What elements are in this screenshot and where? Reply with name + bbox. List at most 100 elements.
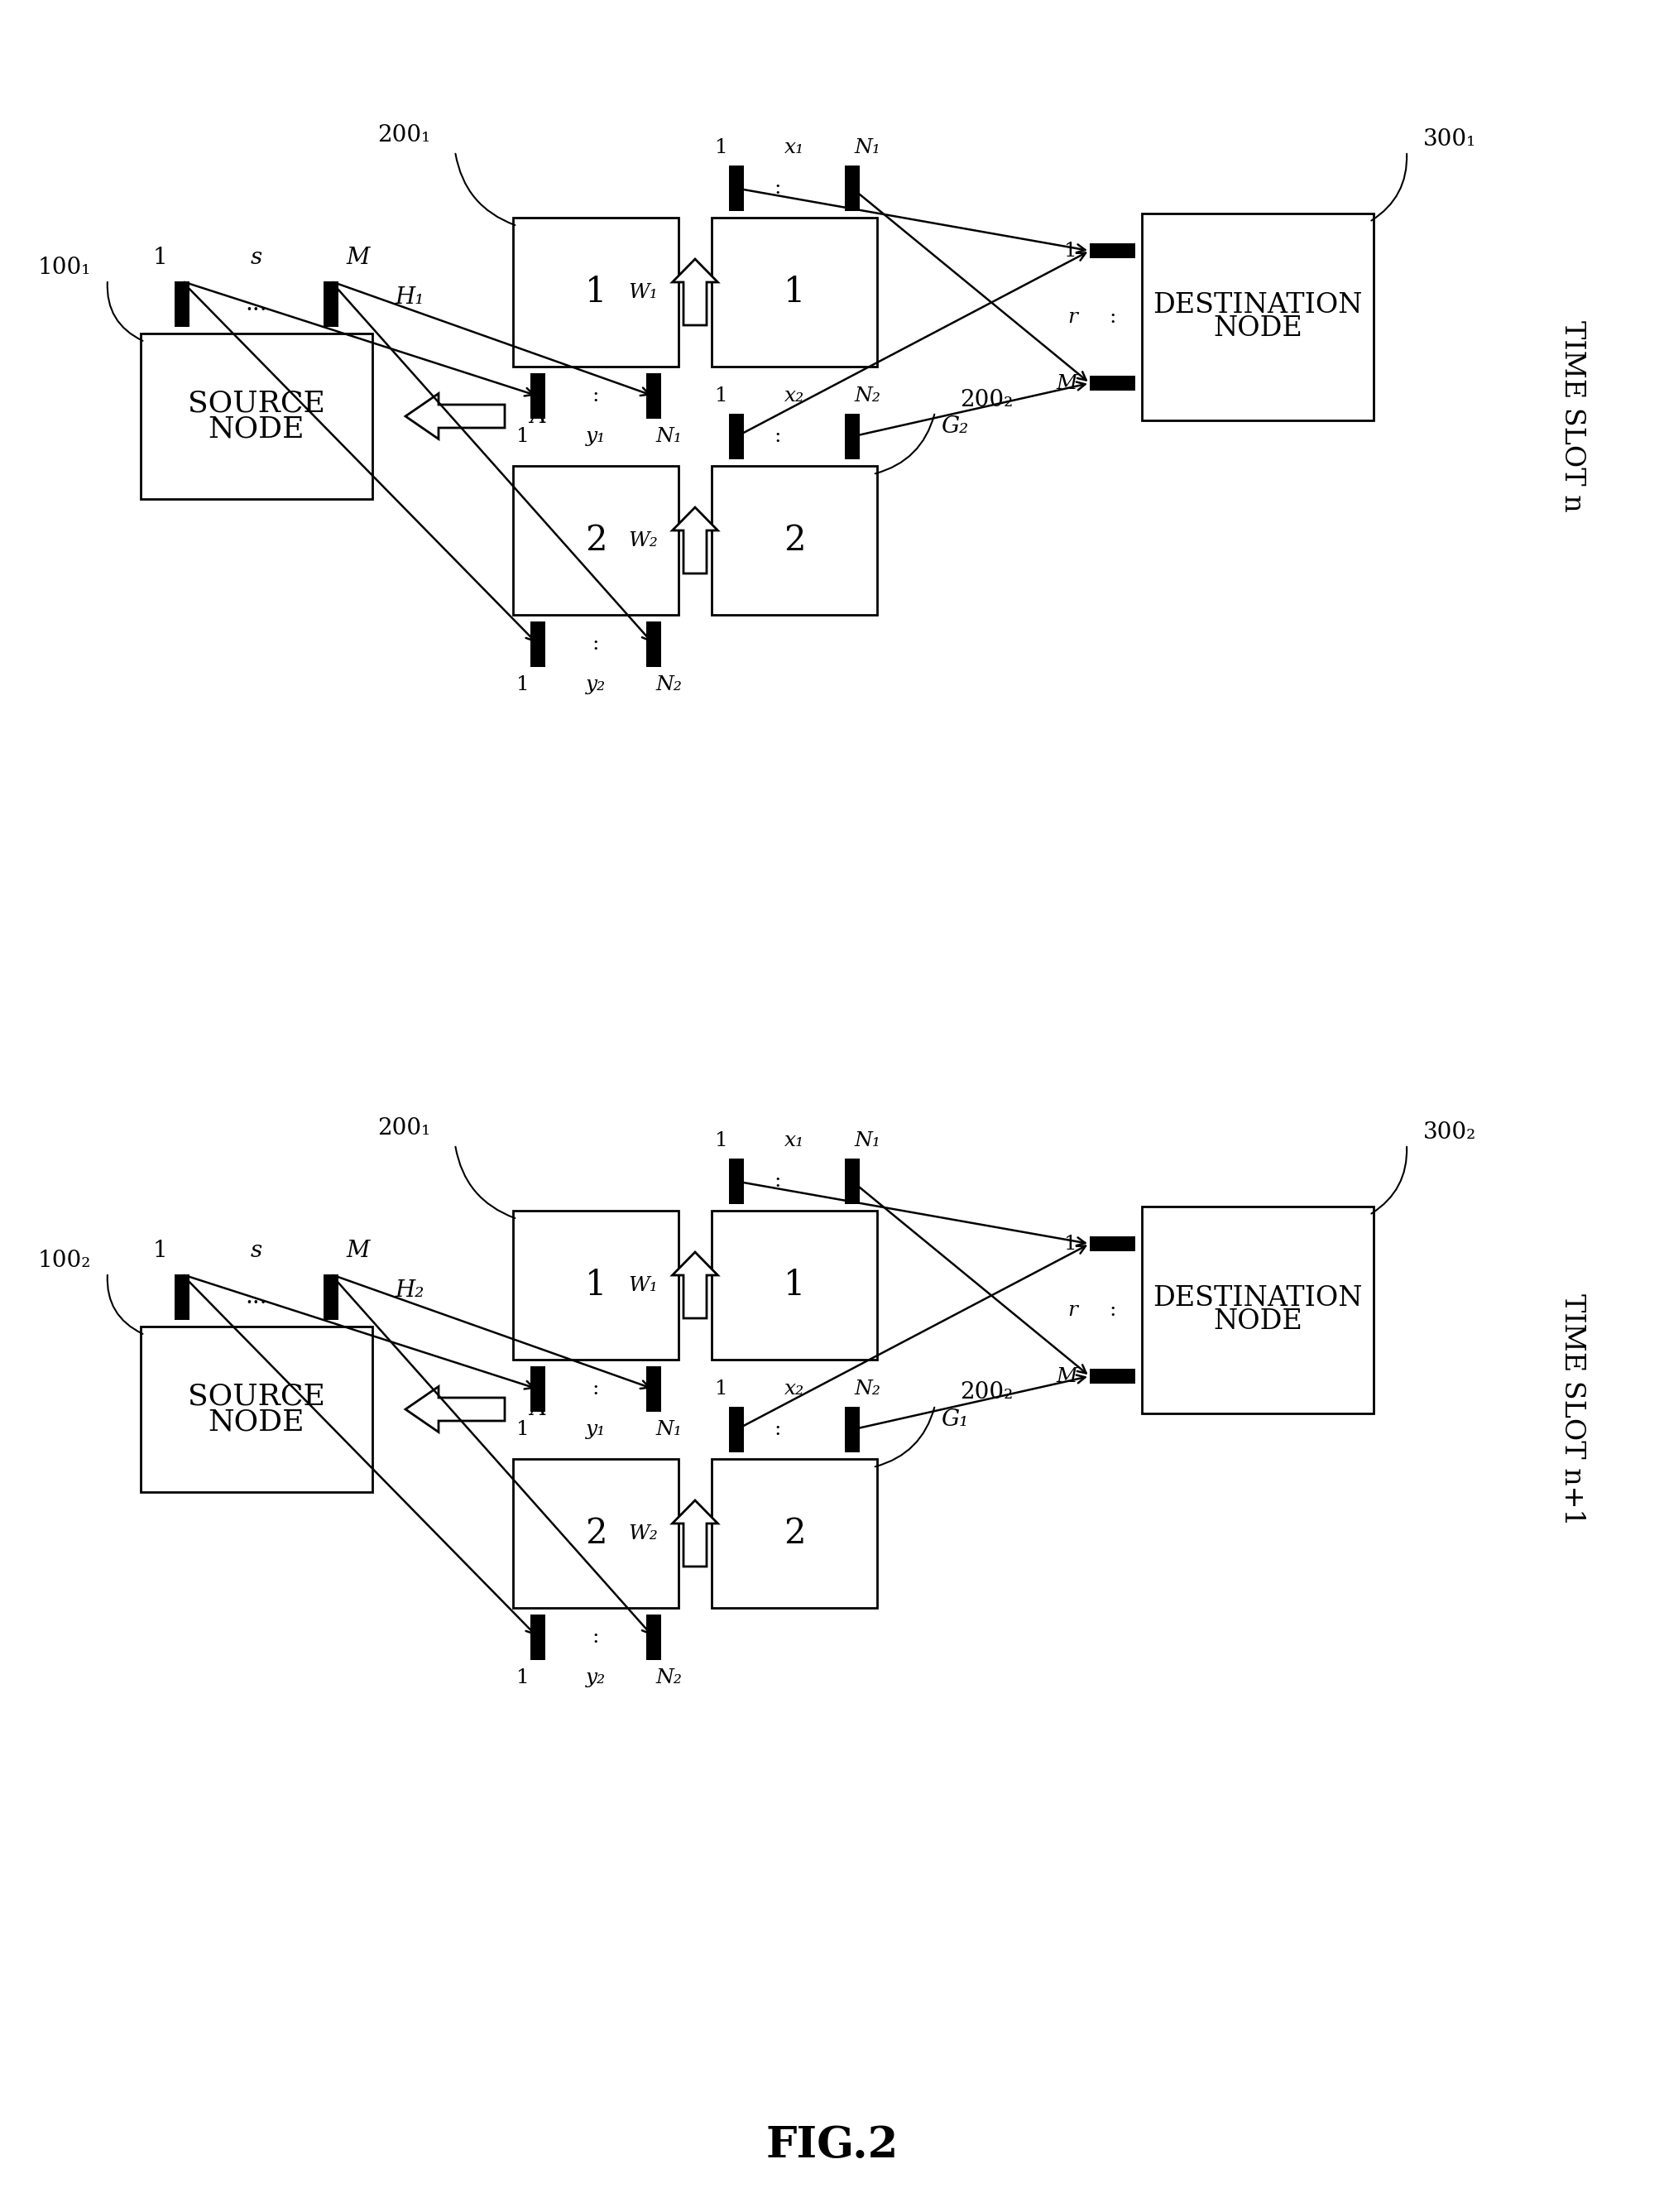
Text: y₂: y₂ bbox=[586, 675, 606, 695]
Bar bbox=[712, 467, 877, 615]
Polygon shape bbox=[406, 394, 504, 438]
Text: 1: 1 bbox=[516, 1420, 529, 1440]
Text: 300₂: 300₂ bbox=[1423, 1121, 1476, 1144]
Bar bbox=[175, 281, 190, 327]
Bar bbox=[845, 414, 860, 460]
Text: DESTINATION: DESTINATION bbox=[1153, 292, 1363, 319]
Text: 100₁: 100₁ bbox=[38, 257, 92, 279]
Text: :: : bbox=[592, 635, 599, 655]
Text: 200₁: 200₁ bbox=[378, 1117, 431, 1139]
Text: G₂: G₂ bbox=[940, 416, 968, 438]
Text: M: M bbox=[346, 1239, 369, 1263]
Bar bbox=[712, 1210, 877, 1360]
Bar bbox=[175, 1274, 190, 1321]
Text: 1: 1 bbox=[784, 1267, 805, 1303]
Polygon shape bbox=[406, 1387, 504, 1431]
Bar bbox=[646, 622, 661, 668]
Bar bbox=[513, 1460, 679, 1608]
Text: x₂: x₂ bbox=[784, 1380, 804, 1398]
Text: 1: 1 bbox=[584, 1267, 607, 1303]
Bar bbox=[845, 166, 860, 210]
Text: 2: 2 bbox=[584, 522, 607, 557]
Bar bbox=[646, 374, 661, 418]
Text: 2: 2 bbox=[584, 1515, 607, 1551]
Text: 1: 1 bbox=[716, 137, 729, 157]
Bar bbox=[646, 1615, 661, 1659]
Text: H₁: H₁ bbox=[394, 285, 424, 307]
Bar bbox=[845, 1407, 860, 1453]
Text: s: s bbox=[251, 1239, 263, 1263]
Text: 1: 1 bbox=[516, 675, 529, 695]
Bar bbox=[513, 467, 679, 615]
Text: ...: ... bbox=[246, 1285, 268, 1307]
Text: 1: 1 bbox=[516, 427, 529, 447]
Bar bbox=[531, 1367, 546, 1411]
Text: :: : bbox=[592, 387, 599, 405]
Text: 1: 1 bbox=[1065, 1234, 1077, 1254]
Bar bbox=[1090, 1237, 1135, 1252]
Text: DESTINATION: DESTINATION bbox=[1153, 1285, 1363, 1312]
Bar bbox=[513, 1210, 679, 1360]
Text: NODE: NODE bbox=[208, 1409, 305, 1436]
Text: N₁: N₁ bbox=[854, 137, 880, 157]
Text: 1: 1 bbox=[716, 1130, 729, 1150]
Bar bbox=[729, 166, 744, 210]
Text: M: M bbox=[1057, 374, 1077, 394]
Text: 1: 1 bbox=[1065, 241, 1077, 261]
Text: 200₁: 200₁ bbox=[378, 124, 431, 146]
Bar bbox=[323, 281, 338, 327]
Text: M: M bbox=[1057, 1367, 1077, 1385]
Text: NODE: NODE bbox=[1213, 316, 1303, 343]
Text: W₂: W₂ bbox=[629, 531, 657, 551]
Polygon shape bbox=[672, 1500, 717, 1566]
Bar bbox=[531, 374, 546, 418]
Bar bbox=[1142, 215, 1373, 420]
Text: NODE: NODE bbox=[208, 416, 305, 442]
Text: TIME SLOT n+1: TIME SLOT n+1 bbox=[1559, 1294, 1586, 1526]
Text: SOURCE: SOURCE bbox=[188, 389, 324, 418]
Text: N₁: N₁ bbox=[656, 1420, 682, 1440]
Bar bbox=[531, 622, 546, 668]
Text: 1: 1 bbox=[153, 1239, 166, 1263]
Bar bbox=[712, 1460, 877, 1608]
Text: FIG.2: FIG.2 bbox=[765, 2126, 899, 2168]
Text: r: r bbox=[1067, 1301, 1077, 1321]
Text: ...: ... bbox=[246, 292, 268, 316]
Text: :: : bbox=[1108, 1301, 1117, 1321]
Text: 2: 2 bbox=[784, 522, 805, 557]
Bar bbox=[729, 1407, 744, 1453]
Bar bbox=[513, 217, 679, 367]
Text: 1: 1 bbox=[784, 274, 805, 310]
Text: 2: 2 bbox=[784, 1515, 805, 1551]
Text: 1: 1 bbox=[153, 246, 166, 270]
Text: 1: 1 bbox=[716, 387, 729, 405]
Text: 300₁: 300₁ bbox=[1423, 128, 1476, 150]
Polygon shape bbox=[672, 1252, 717, 1318]
Text: W₂: W₂ bbox=[629, 1524, 657, 1544]
Polygon shape bbox=[672, 507, 717, 573]
Text: G₁: G₁ bbox=[940, 1409, 968, 1431]
Text: 200₂: 200₂ bbox=[960, 1382, 1013, 1405]
Text: :: : bbox=[592, 1380, 599, 1398]
Text: A: A bbox=[529, 405, 546, 427]
Text: W₁: W₁ bbox=[629, 1276, 657, 1294]
Bar bbox=[1090, 243, 1135, 259]
Text: H₂: H₂ bbox=[394, 1279, 424, 1301]
Text: N₂: N₂ bbox=[854, 387, 880, 405]
Text: N₂: N₂ bbox=[854, 1380, 880, 1398]
Text: x₂: x₂ bbox=[784, 387, 804, 405]
Bar bbox=[141, 1327, 373, 1493]
Text: M: M bbox=[346, 246, 369, 270]
Text: NODE: NODE bbox=[1213, 1310, 1303, 1336]
Text: :: : bbox=[774, 179, 782, 197]
Text: N₁: N₁ bbox=[656, 427, 682, 447]
Text: :: : bbox=[774, 1172, 782, 1190]
Polygon shape bbox=[672, 259, 717, 325]
Text: 100₂: 100₂ bbox=[38, 1250, 92, 1272]
Bar bbox=[729, 414, 744, 460]
Text: TIME SLOT n: TIME SLOT n bbox=[1559, 321, 1586, 513]
Bar bbox=[323, 1274, 338, 1321]
Text: A: A bbox=[529, 1398, 546, 1420]
Bar bbox=[646, 1367, 661, 1411]
Text: W₁: W₁ bbox=[629, 283, 657, 301]
